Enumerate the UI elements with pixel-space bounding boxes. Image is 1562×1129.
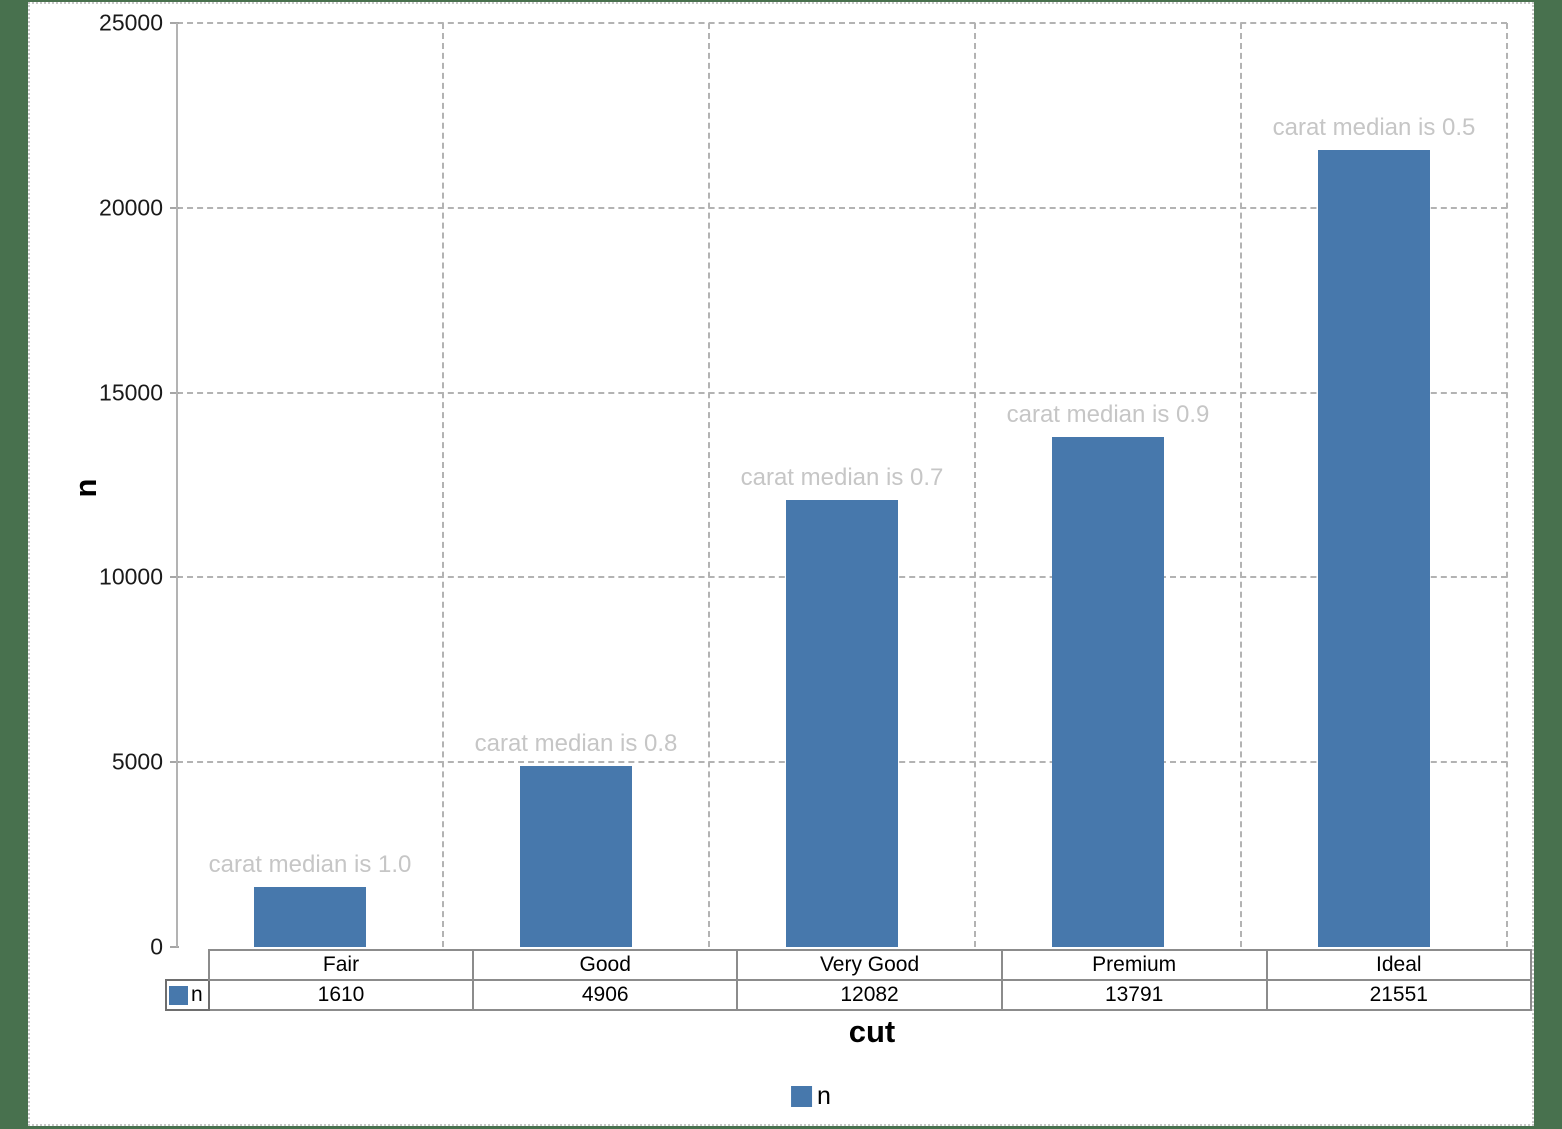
- table-value-cell: 1610: [207, 979, 475, 1011]
- table-row-categories: Fair Good Very Good Premium Ideal: [166, 949, 1533, 981]
- bar-premium: [1052, 437, 1164, 947]
- bar-annotation-fair: carat median is 1.0: [208, 851, 412, 879]
- y-axis-tick-label: 15000: [99, 379, 163, 406]
- y-axis-tick: [170, 22, 179, 24]
- bar-very-good: [786, 500, 898, 947]
- table-category-cell: Premium: [1000, 949, 1268, 981]
- bar-annotation-premium: carat median is 0.9: [1006, 401, 1210, 429]
- table-category-cell: Very Good: [736, 949, 1003, 981]
- chart-canvas: 25000 20000 15000 10000 5000 0 carat median i…: [28, 2, 1534, 1126]
- bar-annotation-ideal: carat median is 0.5: [1272, 114, 1476, 142]
- bar-good: [520, 765, 632, 947]
- bar-annotation-very-good: carat median is 0.7: [740, 464, 944, 492]
- y-axis-tick-label: 25000: [99, 9, 163, 36]
- y-axis-tick-label: 5000: [111, 748, 163, 775]
- x-axis-title: cut: [848, 1014, 896, 1049]
- table-series-swatch-icon: [169, 985, 188, 1005]
- y-axis-tick: [170, 946, 179, 948]
- bar-annotation-good: carat median is 0.8: [474, 729, 678, 757]
- table-series-key-cell: n: [165, 979, 210, 1011]
- gridline-y-25000: [177, 22, 1507, 24]
- y-axis-tick: [170, 391, 179, 394]
- y-axis-title: n: [68, 478, 103, 498]
- table-category-cell: Good: [472, 949, 739, 981]
- legend: n: [791, 1082, 831, 1111]
- table-category-cell: Ideal: [1265, 949, 1533, 981]
- table-corner-cell: [166, 950, 209, 980]
- table-value-cell: 21551: [1265, 979, 1533, 1011]
- gridline-y-15000: [177, 391, 1507, 394]
- bar-fair: [254, 887, 366, 947]
- y-axis-tick-label: 0: [150, 933, 163, 960]
- y-axis-tick-label: 20000: [99, 194, 163, 221]
- gridline-x-4: [1240, 23, 1242, 947]
- table-series-label: n: [191, 983, 203, 1006]
- table-value-cell: 4906: [472, 979, 739, 1011]
- y-axis-line: [176, 23, 178, 947]
- table-row-values: n 1610 4906 12082 13791 21551: [165, 979, 1533, 1011]
- gridline-x-1: [442, 23, 444, 947]
- gridline-x-2: [708, 23, 710, 947]
- table-value-cell: 12082: [736, 979, 1003, 1011]
- table-category-cell: Fair: [207, 949, 475, 981]
- gridline-x-5: [1506, 23, 1508, 947]
- y-axis-tick: [170, 206, 179, 209]
- bar-ideal: [1318, 150, 1430, 947]
- data-table: Fair Good Very Good Premium Ideal n 1610 4906 1…: [165, 949, 1533, 1011]
- legend-series-label: n: [817, 1082, 831, 1110]
- table-value-cell: 13791: [1000, 979, 1268, 1011]
- gridline-x-3: [974, 23, 976, 947]
- y-axis-tick: [170, 576, 179, 579]
- y-axis-tick-label: 10000: [99, 563, 163, 590]
- gridline-y-20000: [177, 206, 1507, 209]
- legend-series-swatch-icon: [791, 1086, 813, 1107]
- y-axis-tick: [170, 761, 179, 764]
